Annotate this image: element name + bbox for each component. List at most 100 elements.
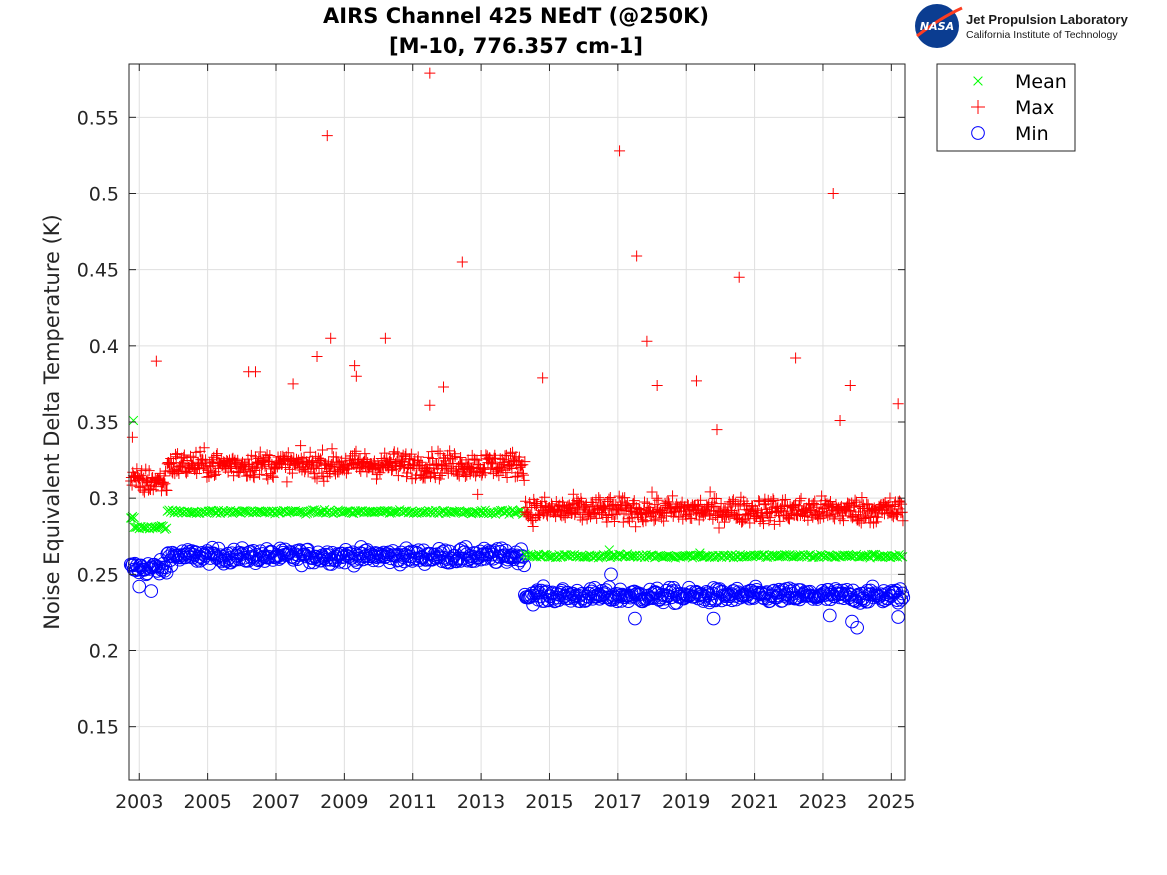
data-point-max [254, 446, 266, 458]
data-point-max [158, 470, 170, 482]
data-point-min [514, 542, 528, 557]
data-point-max [868, 517, 880, 529]
data-point-max [651, 379, 663, 391]
data-point-mean [509, 508, 520, 518]
data-point-max [890, 508, 902, 520]
data-point-max [646, 486, 658, 498]
x-tick-label: 2015 [525, 791, 573, 813]
data-point-mean [538, 550, 549, 560]
data-point-max [892, 398, 904, 410]
data-point-mean [824, 550, 834, 560]
data-point-max [419, 472, 431, 484]
data-point-mean [477, 505, 487, 516]
data-point-max [727, 495, 739, 507]
data-point-max [455, 452, 467, 464]
data-point-min [850, 620, 864, 635]
data-point-max [254, 468, 266, 480]
data-point-mean [897, 552, 908, 562]
data-point-max [849, 494, 861, 506]
data-point-max [539, 491, 551, 503]
y-tick-label: 0.55 [77, 107, 119, 129]
data-point-min [706, 611, 721, 626]
data-point-max [210, 468, 222, 480]
data-point-max [885, 506, 897, 518]
data-point-max [649, 513, 661, 525]
data-point-max [662, 496, 674, 508]
data-point-max [298, 451, 310, 463]
data-point-max [744, 517, 756, 529]
data-point-max [459, 471, 471, 483]
data-point-max [262, 473, 274, 485]
data-point-max [610, 498, 622, 510]
data-point-max [713, 522, 725, 534]
data-point-max [704, 486, 716, 498]
data-point-max [350, 445, 362, 457]
data-point-max [500, 467, 512, 479]
grid-lines [129, 64, 905, 780]
data-point-max [765, 496, 777, 508]
data-point-max [415, 456, 427, 468]
data-point-max [287, 378, 299, 390]
data-point-max [881, 500, 893, 512]
chart-title-line-2: [M-10, 776.357 cm-1] [389, 34, 643, 58]
data-point-max [499, 450, 511, 462]
data-point-max [371, 473, 382, 485]
data-point-max [412, 451, 424, 463]
jpl-title: Jet Propulsion Laboratory [966, 12, 1129, 27]
data-point-max [652, 494, 664, 506]
data-point-max [711, 424, 723, 436]
data-point-max [834, 414, 846, 426]
data-point-max [790, 352, 802, 364]
data-point-max [872, 511, 884, 523]
legend-label-max: Max [1015, 97, 1054, 119]
x-tick-label: 2003 [115, 791, 163, 813]
data-point-max [779, 499, 791, 511]
data-point-max [749, 513, 761, 525]
data-point-max [686, 512, 698, 524]
data-point-max [695, 494, 707, 506]
data-point-max [286, 467, 298, 479]
legend-marker-mean [973, 76, 983, 86]
data-point-mean [230, 506, 241, 516]
data-point-max [198, 442, 210, 454]
data-point-max [161, 485, 173, 497]
data-point-max [641, 335, 653, 347]
data-point-max [257, 454, 269, 466]
data-point-max [631, 250, 643, 262]
data-point-mean [604, 545, 615, 555]
y-tick-label: 0.45 [77, 260, 119, 282]
data-point-max [639, 496, 651, 508]
x-tick-label: 2017 [594, 791, 642, 813]
data-point-max [767, 493, 779, 505]
data-point-max [501, 472, 513, 484]
data-point-max [191, 467, 203, 479]
data-point-max [150, 481, 162, 493]
data-point-max [379, 447, 391, 459]
data-point-max [309, 471, 321, 483]
data-point-max [658, 515, 670, 527]
data-point-max [567, 488, 579, 500]
data-point-mean [129, 512, 139, 523]
data-point-max [249, 366, 261, 378]
data-point-min [347, 558, 361, 573]
data-point-max [574, 511, 586, 523]
data-point-max [158, 476, 170, 488]
data-point-max [768, 518, 780, 530]
data-point-max [601, 516, 613, 528]
data-point-min [591, 587, 606, 602]
data-point-max [448, 448, 460, 460]
data-point-max [514, 461, 526, 473]
data-point-max [326, 443, 338, 455]
data-point-max [267, 471, 279, 483]
data-point-max [733, 271, 745, 283]
data-point-max [858, 512, 870, 524]
data-point-max [311, 350, 323, 362]
x-tick-label: 2009 [320, 791, 368, 813]
data-point-max [173, 468, 185, 480]
data-point-min [389, 549, 403, 563]
legend-box [936, 63, 1076, 152]
y-tick-label: 0.2 [89, 641, 119, 663]
legend-marker-max [971, 100, 985, 114]
legend-markers [971, 76, 985, 140]
data-point-min [324, 557, 339, 571]
